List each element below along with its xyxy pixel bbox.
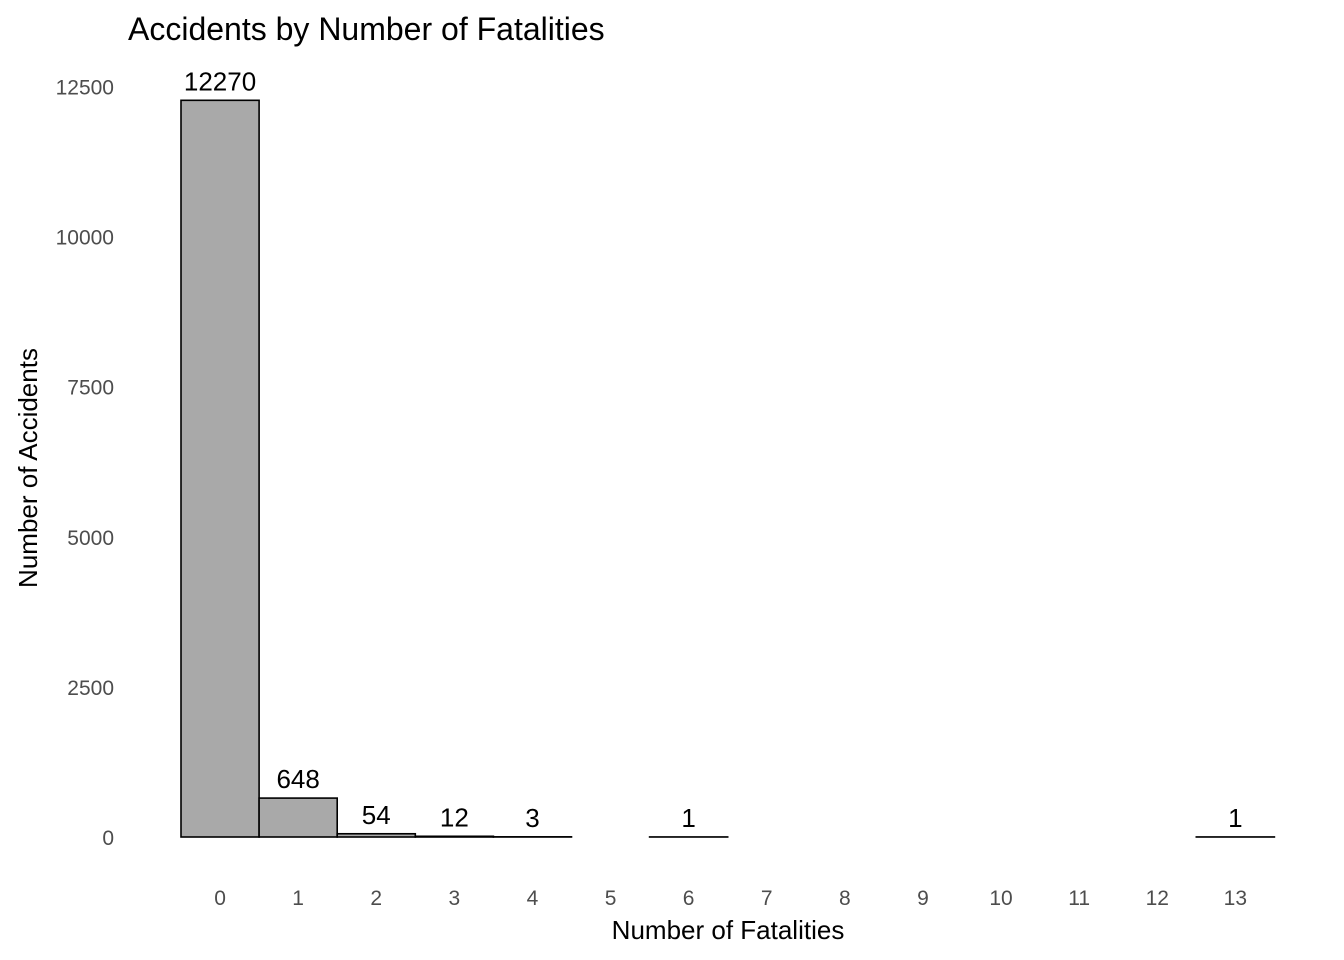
data-label-0: 12270 [184,66,256,96]
x-tick-label: 1 [292,887,304,910]
x-tick-label: 9 [917,887,929,910]
data-label-4: 3 [525,803,539,833]
x-tick-label: 3 [449,887,461,910]
x-tick-label: 4 [527,887,539,910]
data-labels: 12270 648 54 12 3 1 1 [184,66,1243,833]
chart-title: Accidents by Number of Fatalities [128,11,605,47]
y-tick-label: 10000 [56,227,114,250]
x-tick-label: 0 [214,887,226,910]
x-tick-label: 6 [683,887,695,910]
data-label-2: 54 [362,800,391,830]
bar-0 [180,99,260,838]
x-tick-label: 2 [370,887,382,910]
x-tick-label: 13 [1224,887,1247,910]
x-tick-label: 11 [1068,887,1090,910]
y-axis-title: Number of Accidents [13,348,43,588]
data-label-13: 1 [1228,803,1242,833]
x-tick-label: 8 [839,887,851,910]
bars [180,99,1276,838]
x-tick-label: 12 [1146,887,1169,910]
y-tick-label: 7500 [67,377,114,400]
x-tick-label: 5 [605,887,617,910]
x-tick-label: 10 [989,887,1012,910]
data-label-1: 648 [276,764,319,794]
y-axis-ticks: 0 2500 5000 7500 10000 12500 [56,77,114,851]
data-label-6: 1 [681,803,695,833]
x-tick-label: 7 [761,887,773,910]
y-tick-label: 0 [102,827,114,850]
data-label-3: 12 [440,802,469,832]
bar-3 [414,835,495,838]
x-axis-title: Number of Fatalities [612,915,845,945]
y-tick-label: 12500 [56,77,114,100]
y-tick-label: 5000 [67,527,114,550]
bar-2 [336,832,417,838]
y-tick-label: 2500 [67,677,114,700]
bar-1 [258,797,339,838]
x-axis-ticks: 0 1 2 3 4 5 6 7 8 9 10 11 12 13 [214,887,1247,910]
